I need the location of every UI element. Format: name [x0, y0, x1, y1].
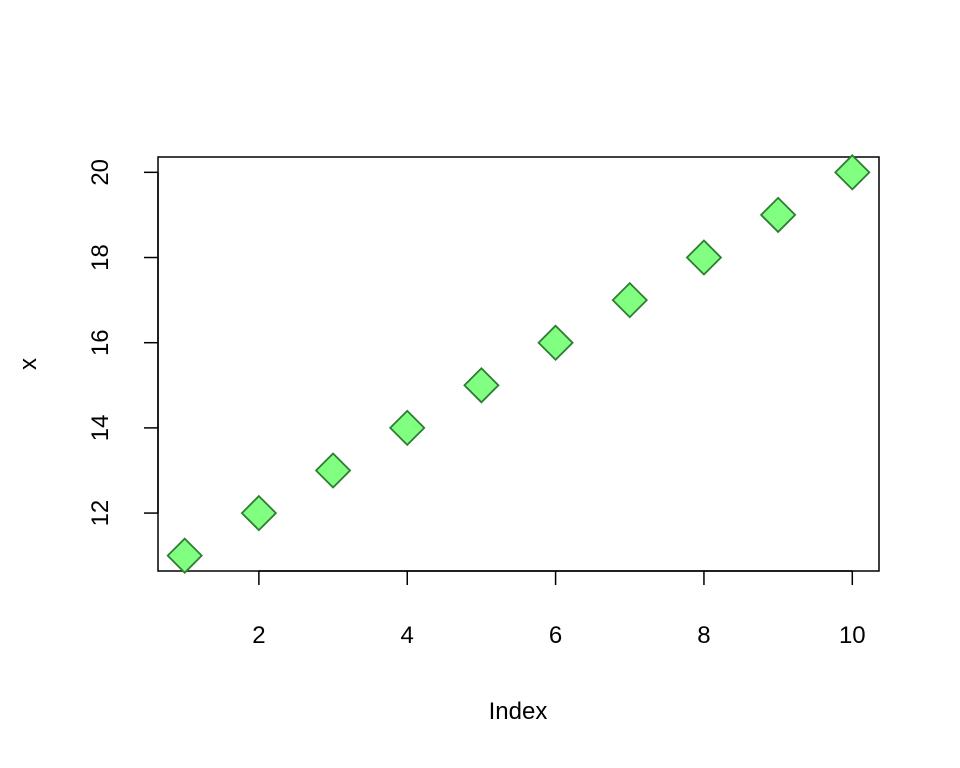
data-point	[314, 452, 352, 489]
data-point	[537, 324, 574, 361]
x-tick-label: 4	[401, 622, 414, 649]
x-axis: 2 4 6 8 10	[252, 570, 866, 649]
y-tick-label: 14	[87, 415, 114, 442]
x-tick-label: 6	[549, 622, 562, 649]
x-tick-label: 10	[839, 622, 866, 649]
x-axis-label: Index	[489, 698, 548, 725]
y-tick-label: 16	[87, 329, 114, 356]
x-tick-label: 8	[697, 622, 710, 649]
data-points	[166, 154, 871, 574]
y-axis-label: x	[15, 358, 42, 370]
y-tick-label: 20	[87, 159, 114, 186]
data-point	[759, 196, 797, 234]
y-axis: 12 14 16 18 20	[87, 159, 159, 527]
data-point	[166, 537, 203, 574]
x-tick-label: 2	[252, 622, 265, 649]
data-point	[388, 409, 426, 447]
y-tick-label: 12	[87, 500, 114, 527]
data-point	[463, 367, 500, 404]
y-tick-label: 18	[87, 244, 114, 271]
data-point	[685, 239, 723, 276]
data-point	[240, 494, 278, 532]
data-point	[611, 281, 649, 319]
data-point	[834, 154, 871, 191]
